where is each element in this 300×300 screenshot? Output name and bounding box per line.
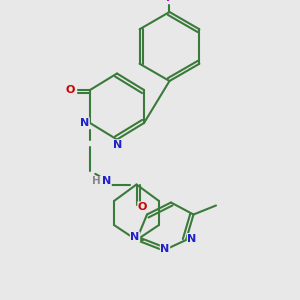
Text: N: N	[160, 244, 169, 254]
Text: N: N	[130, 232, 140, 242]
Text: O: O	[66, 85, 75, 95]
Text: H: H	[92, 176, 101, 187]
Text: N: N	[188, 233, 196, 244]
Text: N: N	[102, 176, 111, 187]
Text: O: O	[138, 202, 147, 212]
Text: F: F	[166, 0, 173, 3]
Text: N: N	[80, 118, 89, 128]
Text: N: N	[113, 140, 122, 150]
